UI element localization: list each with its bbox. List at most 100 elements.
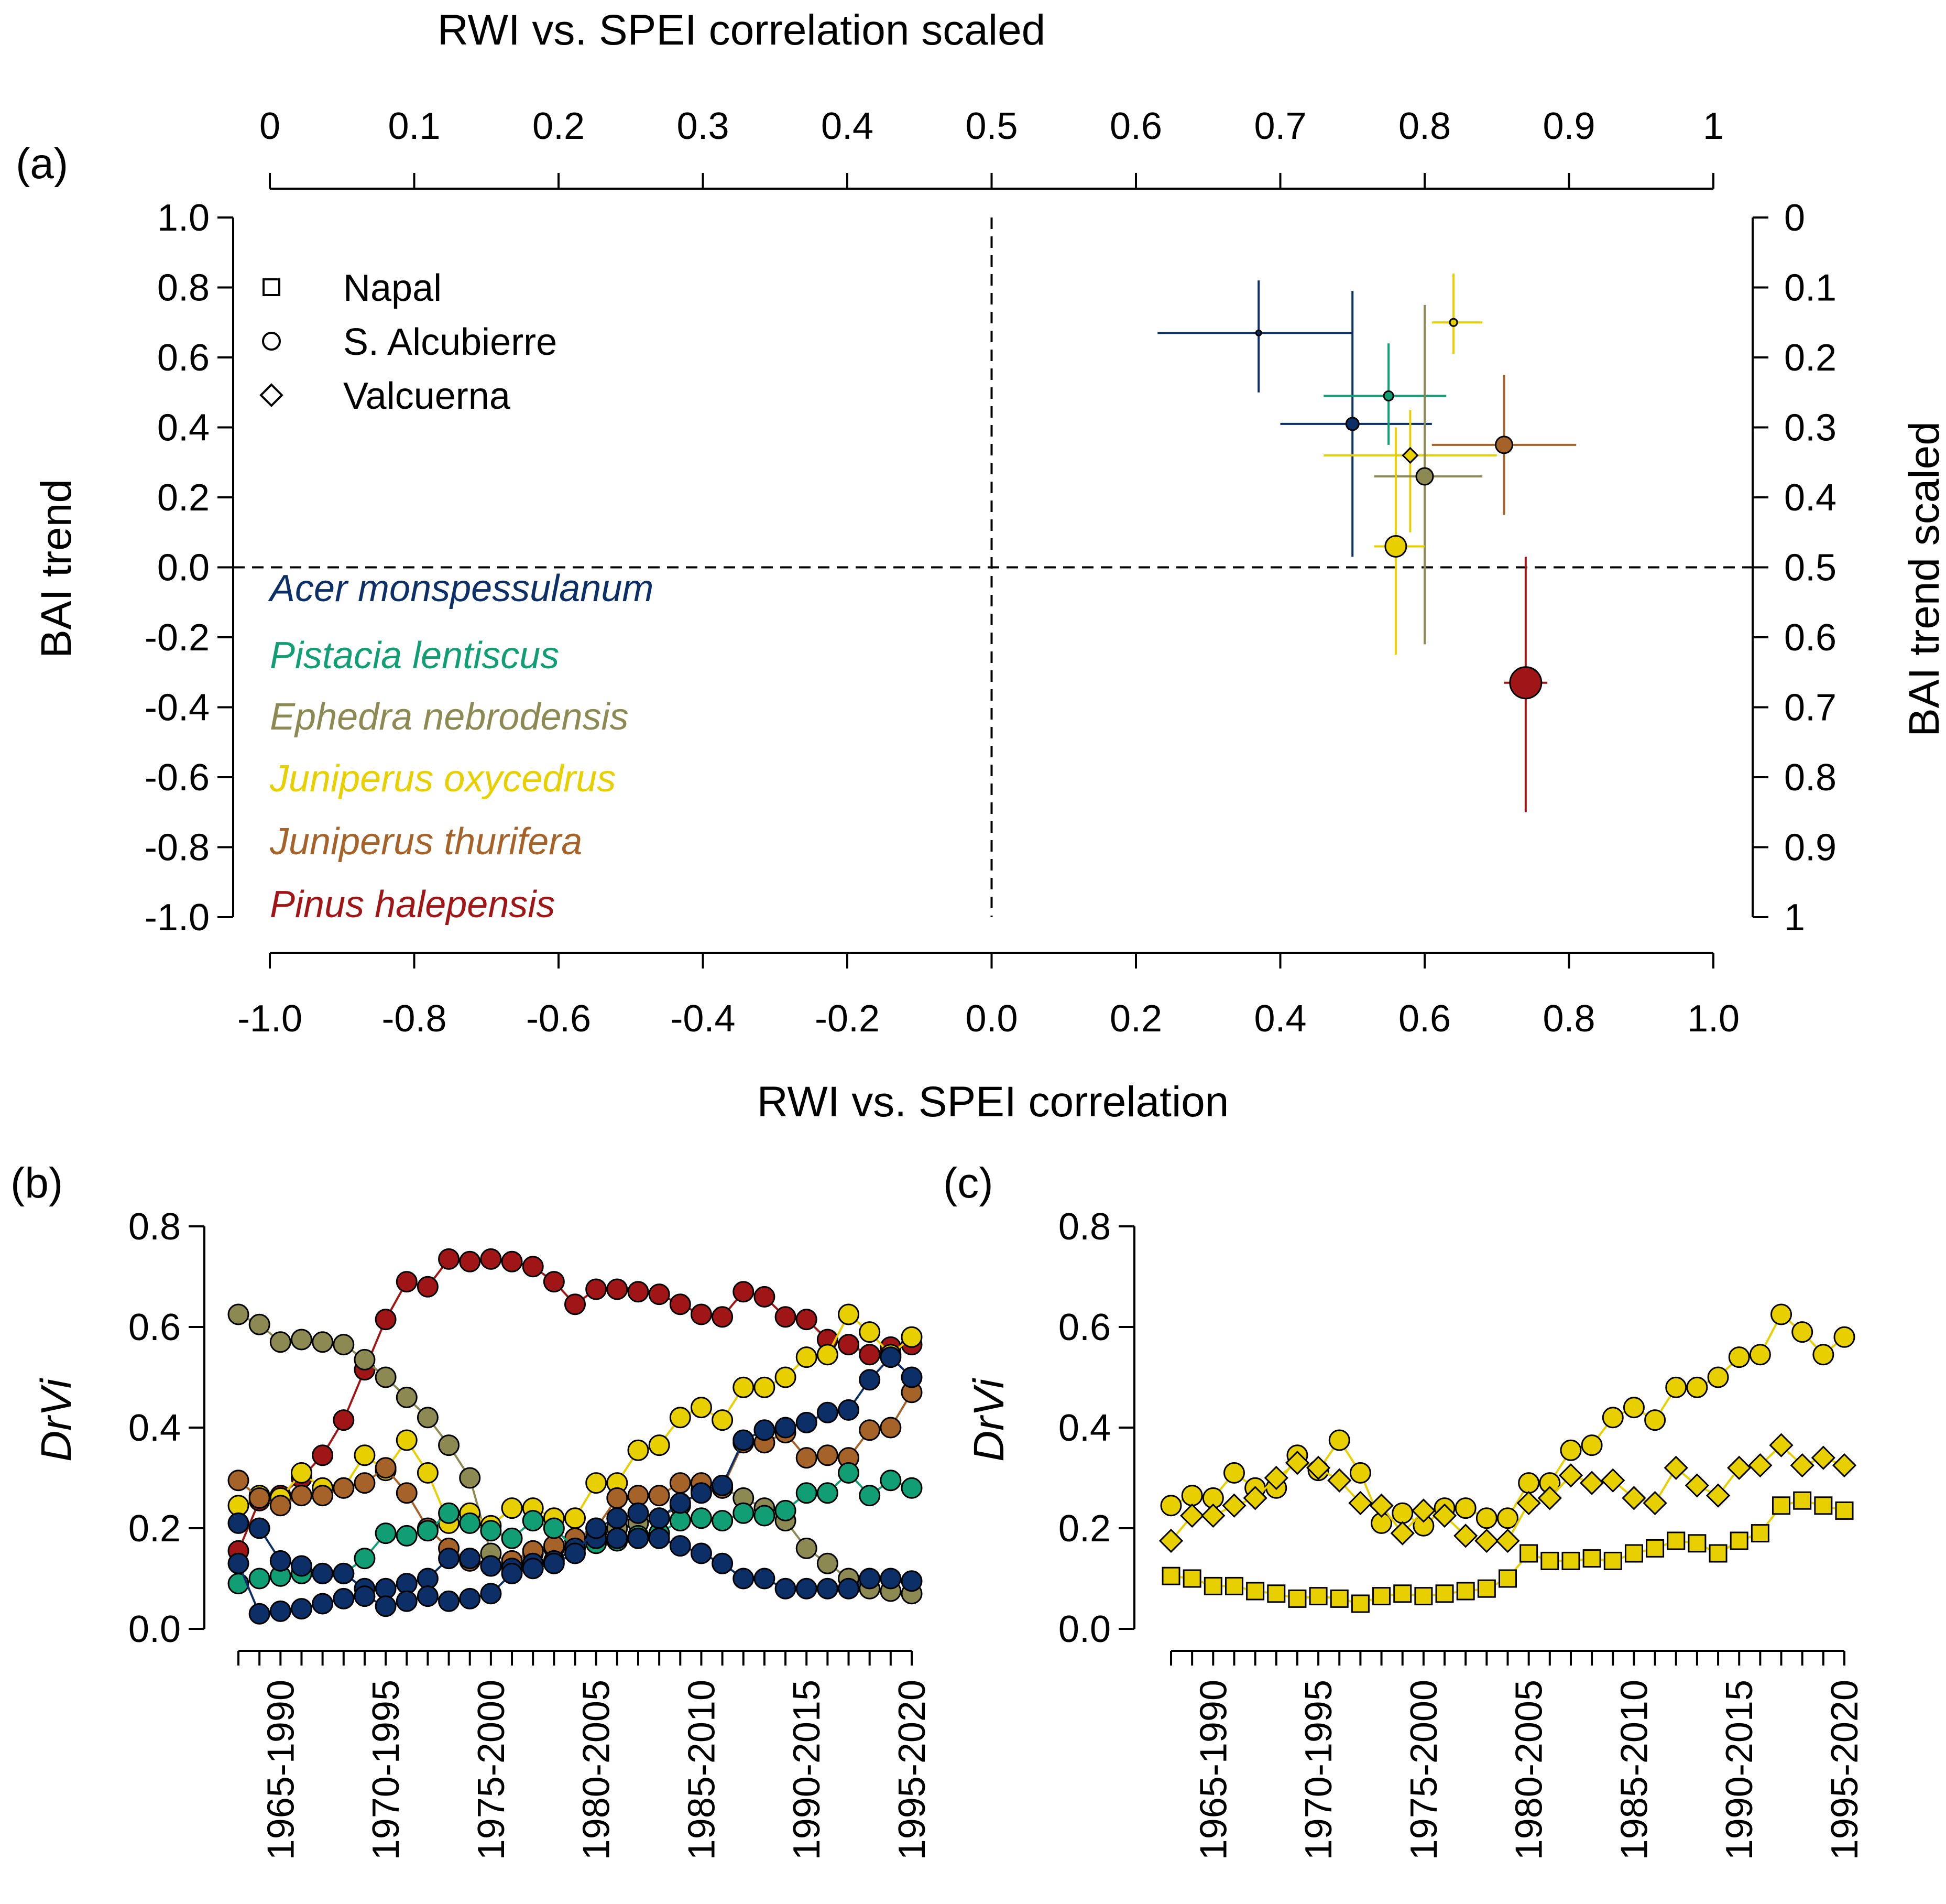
data-point-circle — [1449, 318, 1458, 327]
x-tick-label: 1990-2015 — [1719, 1680, 1761, 1860]
data-point-circle — [774, 1306, 796, 1328]
data-point-circle — [880, 1568, 902, 1590]
data-point-circle — [501, 1562, 523, 1584]
data-point-circle — [606, 1278, 628, 1300]
top-tick-label: 0.5 — [965, 105, 1018, 147]
data-point-circle — [669, 1472, 691, 1494]
top-tick-label: 0.7 — [1254, 105, 1306, 147]
data-point-circle — [1392, 1502, 1414, 1524]
data-point-circle — [501, 1497, 523, 1519]
data-point-circle — [438, 1434, 460, 1456]
x-tick-label: 1985-2010 — [1613, 1680, 1655, 1860]
data-point-circle — [333, 1334, 355, 1356]
data-point-square — [1267, 1584, 1286, 1603]
data-point-circle — [354, 1472, 376, 1494]
data-point-circle — [1497, 1507, 1518, 1529]
data-point-diamond — [1327, 1468, 1352, 1493]
data-point-diamond — [1643, 1490, 1667, 1516]
right-tick-label: 0 — [1784, 197, 1805, 239]
data-point-circle — [901, 1477, 923, 1499]
data-point-circle — [1160, 1495, 1182, 1517]
data-point-circle — [333, 1562, 355, 1584]
panel-label-c: (c) — [943, 1159, 993, 1207]
data-point-circle — [269, 1550, 291, 1572]
data-point-circle — [648, 1485, 670, 1507]
data-point-circle — [1581, 1434, 1603, 1456]
x-tick-label: 0.8 — [1543, 998, 1595, 1040]
data-point-circle — [227, 1552, 249, 1574]
data-point-circle — [1495, 436, 1514, 454]
y-axis-title: BAI trend — [32, 479, 80, 658]
data-point-circle — [480, 1583, 502, 1605]
data-point-circle — [354, 1585, 376, 1607]
legend-species-label: Ephedra nebrodensis — [270, 696, 629, 738]
data-point-diamond — [1495, 1528, 1520, 1553]
data-point-square — [1183, 1569, 1201, 1588]
data-point-circle — [522, 1510, 544, 1532]
data-point-circle — [1181, 1485, 1203, 1507]
data-point-circle — [585, 1278, 607, 1300]
right-tick-label: 0.5 — [1784, 547, 1836, 589]
legend-site-label: Valcuerna — [343, 375, 511, 417]
data-point-circle — [627, 1502, 649, 1524]
data-point-circle — [1518, 1472, 1540, 1494]
data-point-square — [1561, 1551, 1580, 1570]
data-point-diamond — [1601, 1468, 1625, 1493]
data-point-circle — [459, 1587, 481, 1609]
x-tick-label: 0.4 — [1254, 998, 1306, 1040]
y-tick-label: -0.4 — [145, 687, 210, 729]
data-point-circle — [417, 1276, 439, 1298]
data-point-circle — [438, 1590, 460, 1612]
x-tick-label: -0.8 — [381, 998, 446, 1040]
data-point-circle — [816, 1577, 838, 1600]
data-point-circle — [396, 1482, 418, 1504]
y-tick-label: -0.2 — [145, 617, 210, 659]
data-point-square — [1414, 1587, 1433, 1606]
data-point-square — [1309, 1587, 1328, 1606]
x-tick-label: -0.6 — [526, 998, 591, 1040]
y-tick-label: 0.4 — [128, 1407, 181, 1449]
data-point-square — [1330, 1589, 1349, 1608]
y-axis-title-c: DrVi — [965, 1377, 1013, 1462]
data-point-circle — [564, 1507, 586, 1529]
data-point-circle — [480, 1555, 502, 1577]
data-point-circle — [1707, 1366, 1729, 1388]
data-point-diamond — [1727, 1455, 1752, 1480]
data-point-circle — [838, 1399, 860, 1421]
data-point-circle — [354, 1548, 376, 1570]
data-point-circle — [838, 1462, 860, 1484]
data-point-diamond — [1811, 1445, 1835, 1470]
legend-species-label: Juniperus thurifera — [269, 821, 582, 863]
data-point-circle — [901, 1326, 923, 1348]
data-point-diamond — [1622, 1486, 1646, 1510]
x-tick-label: 1980-2005 — [576, 1680, 618, 1860]
data-point-circle — [648, 1527, 670, 1549]
top-tick-label: 0.2 — [532, 105, 585, 147]
data-point-circle — [1475, 1507, 1497, 1529]
data-point-square — [1225, 1576, 1243, 1595]
data-point-square — [1519, 1544, 1538, 1563]
data-point-square — [1204, 1576, 1222, 1595]
data-point-circle — [1644, 1409, 1666, 1431]
x-tick-label: 1.0 — [1687, 998, 1740, 1040]
data-point-circle — [1383, 390, 1394, 401]
right-tick-label: 0.2 — [1784, 337, 1836, 379]
right-tick-label: 0.3 — [1784, 407, 1836, 449]
data-point-diamond — [1769, 1433, 1794, 1457]
data-point-circle — [543, 1517, 565, 1539]
panel-label-a: (a) — [16, 140, 68, 188]
data-point-square — [1288, 1589, 1307, 1608]
legend-site-label: Napal — [343, 267, 442, 309]
y-tick-label: 0.8 — [128, 1206, 181, 1248]
right-tick-label: 0.7 — [1784, 687, 1836, 729]
data-point-circle — [290, 1555, 312, 1577]
legend-circle-icon — [262, 332, 281, 351]
data-point-diamond — [1411, 1498, 1436, 1523]
data-point-circle — [859, 1485, 881, 1507]
top-tick-label: 0.9 — [1543, 105, 1595, 147]
y-tick-label: 0.4 — [157, 407, 210, 449]
y-tick-label: 0.8 — [157, 267, 210, 309]
data-point-square — [1603, 1551, 1622, 1570]
data-point-circle — [795, 1577, 817, 1600]
data-point-circle — [290, 1598, 312, 1620]
